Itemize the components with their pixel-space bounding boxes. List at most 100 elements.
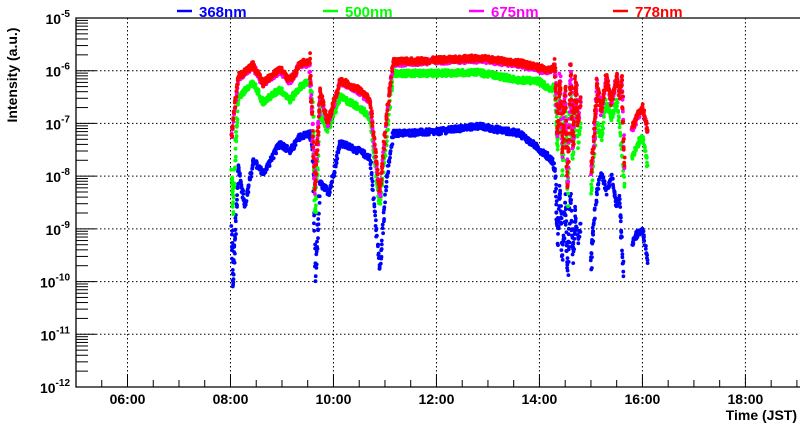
data-point [370, 120, 374, 125]
data-point [387, 89, 392, 94]
data-point [317, 108, 322, 112]
data-point [373, 213, 378, 218]
data-point [231, 272, 236, 277]
data-point [578, 125, 583, 130]
data-point [569, 77, 574, 82]
data-point [324, 186, 329, 191]
data-point [372, 142, 377, 147]
data-point [380, 169, 384, 174]
data-point [592, 206, 597, 211]
data-point [386, 163, 391, 168]
data-point [570, 219, 574, 224]
data-point [619, 235, 624, 239]
data-point [378, 201, 383, 206]
data-point [335, 156, 340, 161]
data-point [325, 130, 330, 134]
data-point [565, 256, 570, 260]
data-point [231, 280, 236, 285]
data-point [553, 189, 557, 194]
data-point [558, 191, 562, 196]
data-point [368, 166, 373, 171]
data-point [571, 261, 576, 265]
data-point [560, 173, 565, 178]
data-point [374, 218, 378, 223]
data-point [390, 142, 395, 147]
data-point [313, 191, 317, 196]
data-point [560, 155, 565, 160]
data-point [313, 279, 318, 284]
data-point [244, 199, 249, 203]
data-point [589, 185, 594, 190]
data-point [559, 204, 563, 208]
data-point [233, 236, 238, 241]
data-point [555, 141, 559, 145]
data-point [577, 140, 581, 145]
data-point [589, 182, 594, 187]
data-point [609, 118, 614, 123]
data-point [371, 188, 375, 193]
data-point [554, 199, 559, 204]
data-point [316, 130, 321, 135]
data-point [308, 74, 312, 79]
data-point [315, 148, 320, 153]
data-point [460, 67, 465, 72]
data-point [576, 241, 581, 246]
data-point [370, 183, 375, 188]
data-point [569, 192, 573, 196]
data-point [235, 82, 240, 87]
data-point [382, 205, 387, 210]
grid [76, 18, 800, 387]
data-point [611, 186, 616, 190]
data-point [611, 176, 615, 181]
data-point [545, 150, 550, 155]
data-point [577, 234, 582, 239]
data-point [561, 239, 566, 244]
data-point [617, 125, 622, 130]
data-point [334, 161, 339, 166]
data-point [376, 251, 381, 256]
data-point [233, 216, 238, 221]
data-point [614, 104, 619, 109]
data-point [318, 90, 323, 94]
data-point [370, 111, 374, 116]
data-point [576, 146, 580, 151]
data-point [384, 184, 389, 189]
data-point [596, 123, 601, 128]
data-point [561, 233, 566, 238]
data-point [313, 274, 318, 279]
data-point [552, 161, 556, 166]
data-point [554, 194, 558, 199]
data-point [314, 203, 318, 208]
data-point [316, 236, 320, 241]
data-point [554, 202, 559, 207]
data-point [563, 213, 568, 218]
data-point [235, 205, 239, 209]
data-point [317, 211, 321, 216]
data-point [235, 197, 239, 202]
data-point [616, 118, 621, 123]
data-point [234, 139, 239, 144]
data-point [383, 130, 388, 135]
data-point [315, 166, 320, 170]
data-point [372, 136, 377, 141]
data-point [230, 134, 235, 139]
data-point [308, 69, 312, 74]
data-point [383, 192, 387, 197]
data-point [603, 109, 607, 113]
data-point [619, 215, 623, 220]
data-point [567, 240, 572, 245]
data-point [312, 187, 317, 192]
data-point [233, 219, 238, 224]
data-point [368, 101, 373, 106]
data-point [229, 167, 234, 172]
data-point [616, 110, 621, 114]
data-point [622, 133, 626, 138]
data-point [571, 150, 576, 155]
data-point [238, 173, 242, 178]
data-point [619, 230, 624, 235]
data-point [645, 258, 650, 262]
data-point [382, 147, 387, 152]
data-point [233, 154, 238, 159]
data-point [554, 210, 559, 215]
data-point [384, 115, 389, 120]
